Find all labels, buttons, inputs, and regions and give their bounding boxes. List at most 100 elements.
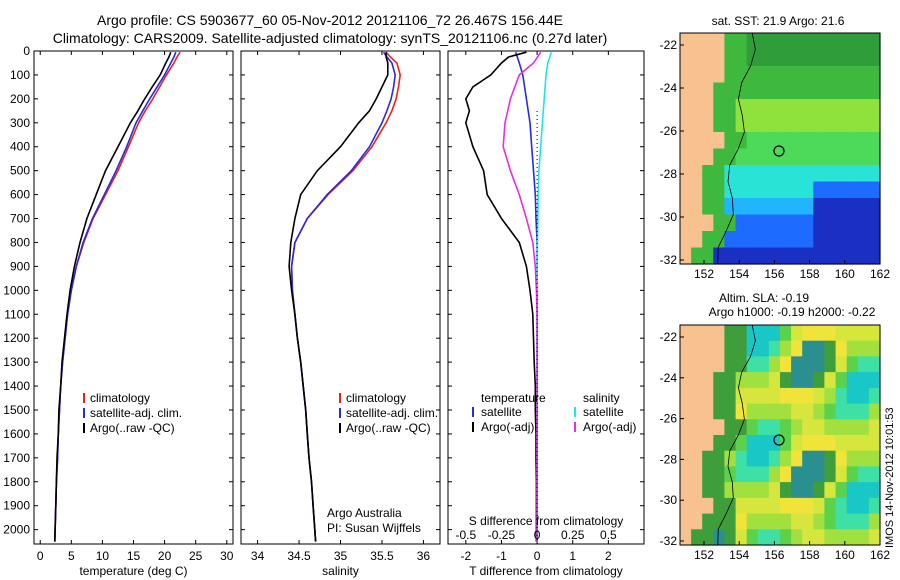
series-line-s-argo-adj- [502, 51, 542, 542]
map-cell [813, 33, 825, 51]
map-cell [824, 403, 837, 420]
plot-frame-salinity [240, 50, 441, 545]
map-cell [835, 325, 848, 342]
map-cell [746, 33, 759, 51]
map-cell [746, 82, 759, 100]
map-cell [768, 181, 781, 199]
plot-frame-differences [447, 50, 645, 545]
map-cell [780, 247, 792, 265]
map-cell [768, 325, 781, 342]
map-cell [724, 435, 737, 452]
ytick-label: 100 [10, 68, 30, 82]
map-cell [713, 132, 725, 150]
map-cell [857, 198, 870, 216]
map-cell [691, 231, 703, 249]
map-cell [746, 99, 759, 117]
map-cell [724, 387, 737, 405]
map-cell [691, 66, 703, 84]
annotation-line: Argo Australia [327, 506, 402, 520]
map-ytick-label: -28 [660, 167, 678, 181]
map-cell [791, 497, 803, 515]
series-line-t-argo-adj- [464, 51, 538, 542]
map-cell [846, 115, 859, 133]
map-cell [757, 247, 770, 265]
map-cell [813, 513, 825, 530]
map-cell [868, 115, 881, 133]
map-cell [846, 247, 859, 265]
map-cell [780, 482, 792, 499]
xtick-label: 5 [68, 549, 75, 563]
xtick-label: 35 [334, 549, 348, 563]
map-cell [713, 198, 725, 216]
map-cell [780, 49, 792, 67]
map-cell [791, 115, 803, 133]
map-cell [702, 513, 714, 530]
map-cell [757, 165, 770, 183]
map-cell [857, 466, 870, 483]
map-cell [813, 325, 825, 342]
map-cell [802, 356, 814, 373]
map-cell [757, 214, 770, 232]
map-cell [680, 482, 692, 499]
map-cell [680, 387, 692, 405]
map-cell [713, 372, 725, 389]
map-cell [713, 419, 725, 436]
map-cell [702, 148, 714, 166]
map-cell [835, 387, 848, 405]
map-cell [735, 214, 748, 232]
legend-label: satellite-adj. clim. [90, 406, 182, 420]
map-ytick-label: -26 [660, 412, 678, 426]
map-cell [735, 497, 748, 515]
map-cell [735, 372, 748, 389]
map-cell [857, 132, 870, 150]
map-cell [824, 247, 837, 265]
map-cell [724, 372, 737, 389]
map-cell [713, 148, 725, 166]
map-cell [791, 99, 803, 117]
map-cell [780, 529, 792, 546]
map-cell [857, 419, 870, 436]
map-cell [835, 356, 848, 373]
map-cell [802, 99, 814, 117]
map-cell [713, 66, 725, 84]
map-cell [735, 466, 748, 483]
map-cell [868, 148, 881, 166]
map-cell [680, 435, 692, 452]
sst-map-title: sat. SST: 21.9 Argo: 21.6 [712, 14, 845, 28]
map-cell [824, 66, 837, 84]
map-cell [680, 115, 692, 133]
map-cell [780, 356, 792, 373]
map-cell [868, 340, 881, 357]
map-cell [802, 148, 814, 166]
map-cell [835, 231, 848, 249]
map-cell [802, 529, 814, 546]
salinity-tick-label: 0.25 [561, 528, 585, 542]
map-cell [713, 231, 725, 249]
map-cell [802, 66, 814, 84]
map-cell [680, 403, 692, 420]
map-cell [846, 33, 859, 51]
map-cell [802, 482, 814, 499]
map-cell [757, 482, 770, 499]
map-cell [846, 214, 859, 232]
map-cell [691, 340, 703, 357]
map-cell [824, 325, 837, 342]
map-cell [724, 231, 737, 249]
map-cell [691, 325, 703, 342]
series-line-s-satellite [536, 51, 553, 542]
map-cell [791, 340, 803, 357]
map-cell [813, 165, 825, 183]
isobath-contour [717, 32, 756, 265]
map-cell [724, 497, 737, 515]
map-cell [813, 482, 825, 499]
map-cell [824, 82, 837, 100]
map-cell [757, 66, 770, 84]
map-cell [691, 198, 703, 216]
map-cell [768, 340, 781, 357]
map-cell [780, 497, 792, 515]
map-cell [791, 419, 803, 436]
map-cell [824, 529, 837, 546]
map-cell [691, 247, 703, 265]
map-cell [835, 340, 848, 357]
